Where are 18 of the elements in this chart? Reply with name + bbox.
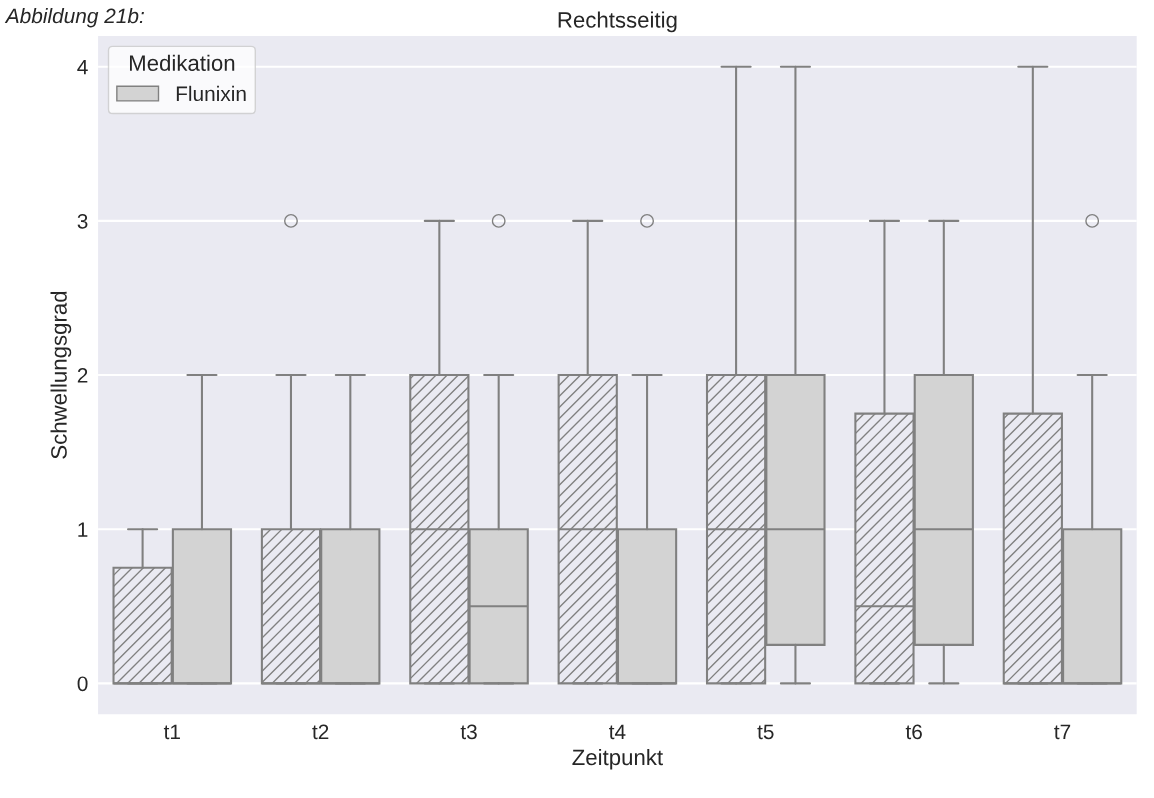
x-tick-label: t1 [163,724,180,740]
x-tick-label: t5 [757,724,774,740]
x-tick-label: t2 [312,724,329,740]
x-tick-label: t6 [905,724,922,740]
legend-label: Flunixin [176,85,246,102]
x-tick-label: t7 [1054,724,1071,740]
y-axis-title: Schwellungsgrad [50,291,72,459]
x-tick-label: t3 [460,724,477,740]
legend-title: Medikation [129,54,235,71]
text: Abbildung 21b: [4,7,144,28]
chart-title: Rechtsseitig [558,11,677,33]
y-tick-label: 3 [77,213,88,229]
x-axis-title: Zeitpunkt [572,748,663,770]
y-tick-label: 2 [77,368,88,383]
y-tick-label: 4 [77,59,88,75]
y-tick-label: 0 [77,676,88,692]
y-tick-label: 1 [78,522,88,537]
x-tick-label: t4 [609,724,626,740]
